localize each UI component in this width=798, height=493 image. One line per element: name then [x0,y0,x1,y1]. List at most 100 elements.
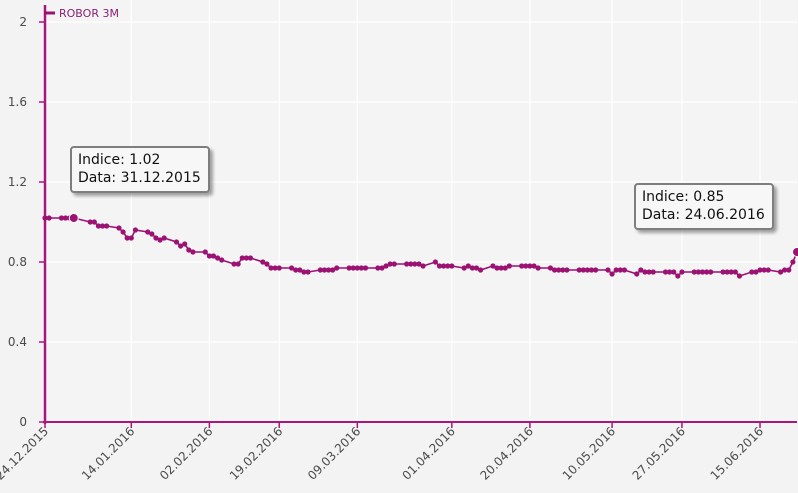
data-point [782,267,788,273]
data-point [708,269,714,275]
data-point [334,265,340,271]
data-point [432,259,438,265]
data-point [124,235,130,241]
data-point [436,263,443,269]
data-point [761,267,767,273]
y-tick-label: 1.2 [8,175,27,189]
x-tick-label: 09.03.2016 [305,424,363,482]
data-point [777,269,784,275]
data-point [650,269,656,275]
data-point [519,263,525,269]
data-point [613,267,619,273]
data-point [551,267,558,273]
data-point [87,219,93,225]
data-point [617,267,623,273]
legend-label: ROBOR 3M [59,7,119,20]
data-point [638,267,644,273]
data-point [790,259,796,265]
data-point [99,223,106,229]
data-point [231,261,237,267]
x-tick-label: 27.05.2016 [630,424,688,482]
x-tick-label: 20.04.2016 [478,424,536,482]
data-point [354,265,360,271]
data-point [301,269,307,275]
data-point [362,265,369,271]
data-point [268,265,274,271]
highlight-point-end [792,247,798,257]
data-point [128,235,134,241]
y-tick-label: 0.8 [8,255,27,269]
tooltip-start-indice: Indice: 1.02 [78,152,161,168]
data-point [358,265,365,271]
data-point [178,243,184,249]
tooltip-end-indice: Indice: 0.85 [642,189,725,205]
data-point [420,263,426,269]
data-point [699,269,706,275]
data-point [132,227,139,233]
data-point [547,265,554,271]
data-point [736,273,743,279]
y-tick-label: 1.6 [8,95,27,109]
data-point [502,265,508,271]
data-point [634,271,640,277]
data-point [506,263,512,269]
data-point [527,263,533,269]
data-point [465,263,471,269]
data-point [346,265,352,271]
y-tick-label: 0 [19,415,27,429]
data-point [219,257,225,263]
data-point [757,267,763,273]
data-point [609,271,615,277]
data-point [564,267,570,273]
data-point [157,237,163,243]
data-point [305,269,311,275]
data-point [584,267,591,273]
data-point [297,267,303,273]
data-point [58,215,65,221]
data-point [260,259,266,265]
data-point [408,261,414,267]
data-point [293,267,299,273]
data-point [449,263,455,269]
x-tick-label: 14.01.2016 [79,424,137,482]
data-point [161,235,167,241]
data-point [214,255,221,261]
data-point [379,265,385,271]
x-tick-label: 10.05.2016 [560,424,618,482]
data-point [235,261,241,267]
data-point [317,267,323,273]
data-point [605,267,611,273]
data-point [46,215,52,221]
data-point [445,263,451,269]
data-point [675,273,681,279]
data-point [264,261,270,267]
data-point [646,269,652,275]
data-point [404,261,410,267]
x-tick-label: 01.04.2016 [399,424,457,482]
data-point [190,249,196,255]
data-point [724,269,730,275]
data-point [383,263,389,269]
data-point [149,231,155,237]
data-point [243,255,249,261]
data-point [642,269,648,275]
data-point [441,263,447,269]
data-point [749,269,755,275]
tooltip-end-data: Data: 24.06.2016 [642,207,765,223]
data-point [490,263,496,269]
data-point [720,269,726,275]
data-point [182,241,188,247]
data-point [412,261,418,267]
data-point [120,229,126,235]
data-point [593,267,599,273]
data-point [186,247,192,253]
data-point [498,265,504,271]
data-point [703,269,710,275]
tooltip-end: Indice: 0.85 Data: 24.06.2016 [634,183,774,230]
data-point [671,269,677,275]
data-point [330,267,336,273]
data-point [469,265,475,271]
x-tick-label: 15.06.2016 [708,424,766,482]
data-point [728,269,734,275]
